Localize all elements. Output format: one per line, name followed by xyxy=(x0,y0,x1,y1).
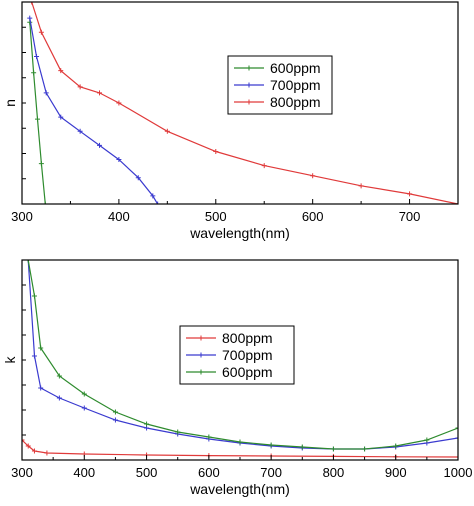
chart-2: 300 400 500 600 700 800 900 1000 wavelength(nm) k… xyxy=(2,259,473,497)
data-point xyxy=(38,345,44,351)
legend-marker xyxy=(246,65,252,71)
data-point xyxy=(77,128,83,134)
legend-marker xyxy=(246,99,252,105)
data-point xyxy=(116,157,122,163)
data-point xyxy=(97,90,103,96)
x-tick-label: 700 xyxy=(399,209,421,224)
legend-marker xyxy=(198,352,204,358)
x-tick-label: 500 xyxy=(205,209,227,224)
legend-label: 700ppm xyxy=(222,347,273,363)
data-point xyxy=(455,435,458,441)
legend-label: 800ppm xyxy=(270,94,321,110)
data-point xyxy=(31,293,37,299)
x-tick-label: 300 xyxy=(11,209,33,224)
x-axis-title: wavelength(nm) xyxy=(189,481,290,497)
data-point xyxy=(38,161,44,167)
data-point xyxy=(31,70,37,76)
series-600ppm xyxy=(27,19,48,204)
data-point xyxy=(237,439,243,445)
x-tick-label: 1000 xyxy=(444,465,473,480)
data-point xyxy=(213,148,219,154)
series-line-600ppm xyxy=(29,22,46,204)
data-point xyxy=(31,448,37,454)
legend-label: 700ppm xyxy=(270,77,321,93)
legend-marker xyxy=(198,369,204,375)
data-point xyxy=(144,421,150,427)
legend-marker xyxy=(198,335,204,341)
data-point xyxy=(27,15,33,21)
x-tick-label: 400 xyxy=(73,465,95,480)
data-point xyxy=(29,2,35,5)
data-point xyxy=(407,191,413,197)
x-tick-label: 500 xyxy=(136,465,158,480)
data-point xyxy=(81,391,87,397)
chart-1: 300 400 500 600 700 wavelength(nm) n 600ppm700p… xyxy=(2,1,459,241)
data-point xyxy=(81,405,87,411)
x-tick-label: 800 xyxy=(323,465,345,480)
series-600ppm xyxy=(25,260,458,452)
data-point xyxy=(455,454,458,460)
data-point xyxy=(206,434,212,440)
y-axis-title: k xyxy=(2,356,18,364)
data-point xyxy=(310,173,316,179)
data-point xyxy=(22,437,25,443)
legend-label: 800ppm xyxy=(222,330,273,346)
data-point xyxy=(56,395,62,401)
data-point xyxy=(25,260,31,263)
data-point xyxy=(116,100,122,106)
data-point xyxy=(34,54,40,60)
data-point xyxy=(77,84,83,90)
legend-label: 600ppm xyxy=(222,364,273,380)
data-point xyxy=(393,443,399,449)
data-point xyxy=(44,450,50,456)
data-point xyxy=(38,385,44,391)
series-700ppm xyxy=(27,15,161,204)
x-tick-label: 700 xyxy=(260,465,282,480)
data-point xyxy=(31,353,37,359)
x-tick-label: 400 xyxy=(108,209,130,224)
data-point xyxy=(164,128,170,134)
x-tick-label: 600 xyxy=(198,465,220,480)
data-point xyxy=(42,201,48,204)
data-point xyxy=(43,90,49,96)
data-point xyxy=(112,409,118,415)
series-800ppm xyxy=(29,2,458,204)
data-point xyxy=(58,68,64,74)
y-axis-title: n xyxy=(2,99,18,107)
data-point xyxy=(268,442,274,448)
data-point xyxy=(299,444,305,450)
legend-label: 600ppm xyxy=(270,60,321,76)
x-tick-label: 600 xyxy=(302,209,324,224)
series-line-700ppm xyxy=(29,18,159,204)
x-tick-label: 900 xyxy=(385,465,407,480)
data-point xyxy=(135,175,141,181)
data-point xyxy=(261,163,267,169)
data-point xyxy=(25,443,31,449)
data-point xyxy=(358,183,364,189)
data-point xyxy=(424,437,430,443)
data-point xyxy=(58,114,64,120)
data-point xyxy=(150,193,156,199)
data-point xyxy=(97,142,103,148)
data-point xyxy=(155,201,161,204)
x-tick-label: 300 xyxy=(11,465,33,480)
legend-marker xyxy=(246,82,252,88)
data-point xyxy=(56,373,62,379)
data-point xyxy=(175,429,181,435)
data-point xyxy=(35,116,41,122)
data-point xyxy=(362,446,368,452)
data-point xyxy=(38,29,44,35)
data-point xyxy=(455,425,458,431)
x-axis-title: wavelength(nm) xyxy=(189,225,290,241)
data-point xyxy=(112,417,118,423)
data-point xyxy=(330,446,336,452)
